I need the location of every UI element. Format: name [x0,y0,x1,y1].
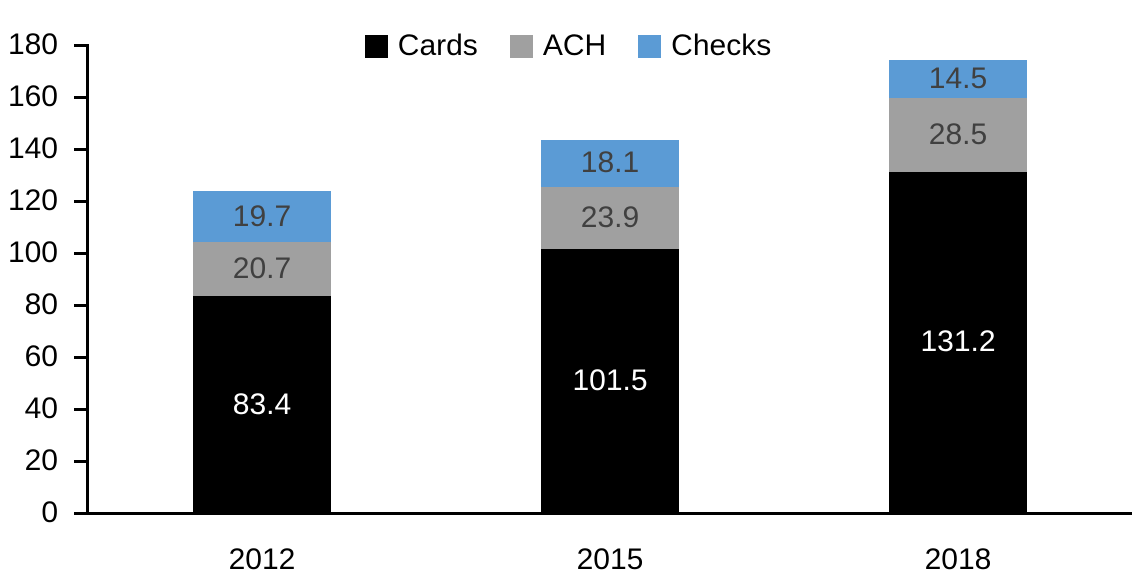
x-axis-label-2018: 2018 [924,543,992,576]
bar-value-label: 101.5 [572,364,648,398]
bar-value-label: 23.9 [580,201,640,235]
bar-segment-checks-2018: 14.5 [889,60,1027,98]
y-axis-tick [74,355,87,359]
ach-swatch-icon [509,34,533,58]
legend-label-cards: Cards [397,29,478,62]
bar-value-label: 83.4 [232,387,292,421]
legend-label-ach: ACH [542,29,607,62]
bar-segment-cards-2012: 83.4 [193,296,331,513]
bar-segment-ach-2012: 20.7 [193,242,331,297]
bar-segment-checks-2015: 18.1 [541,139,679,187]
y-tick-label: 20 [24,444,58,477]
bar-value-label: 14.5 [928,61,988,95]
y-tick-label: 40 [24,392,58,425]
legend-item-ach: ACH [509,29,607,62]
legend-label-checks: Checks [671,29,772,62]
y-axis-tick [74,407,87,411]
x-axis-label-2012: 2012 [228,543,296,576]
y-axis-tick [74,199,87,203]
y-tick-label: 80 [24,288,58,321]
bar-value-label: 28.5 [928,117,988,151]
bar-segment-cards-2018: 131.2 [889,171,1027,513]
y-tick-label: 120 [7,184,58,217]
y-axis-tick [74,147,87,151]
x-axis-line [86,511,1132,515]
bar-value-label: 20.7 [232,252,292,286]
y-tick-label: 100 [7,236,58,269]
y-tick-label: 0 [41,496,58,529]
cards-swatch-icon [364,34,388,58]
y-axis-tick [74,251,87,255]
bar-value-label: 18.1 [580,146,640,180]
x-axis-label-2015: 2015 [576,543,644,576]
checks-swatch-icon [638,34,662,58]
y-axis-tick [74,95,87,99]
legend-item-checks: Checks [638,31,771,61]
y-axis-tick [74,459,87,463]
bar-value-label: 131.2 [920,325,996,359]
y-tick-label: 160 [7,80,58,113]
y-tick-label: 60 [24,340,58,373]
bar-value-label: 19.7 [232,199,292,233]
y-axis-line [86,43,89,515]
y-axis-tick [74,511,87,515]
bar-segment-cards-2015: 101.5 [541,249,679,513]
bar-segment-checks-2012: 19.7 [193,191,331,243]
legend: Cards ACH Checks [0,31,1136,61]
y-tick-label: 140 [7,132,58,165]
y-tick-label: 180 [7,28,58,61]
y-axis-tick [74,43,87,47]
legend-item-cards: Cards [364,29,478,62]
bar-segment-ach-2018: 28.5 [889,97,1027,172]
y-axis-tick [74,303,87,307]
bar-segment-ach-2015: 23.9 [541,186,679,250]
